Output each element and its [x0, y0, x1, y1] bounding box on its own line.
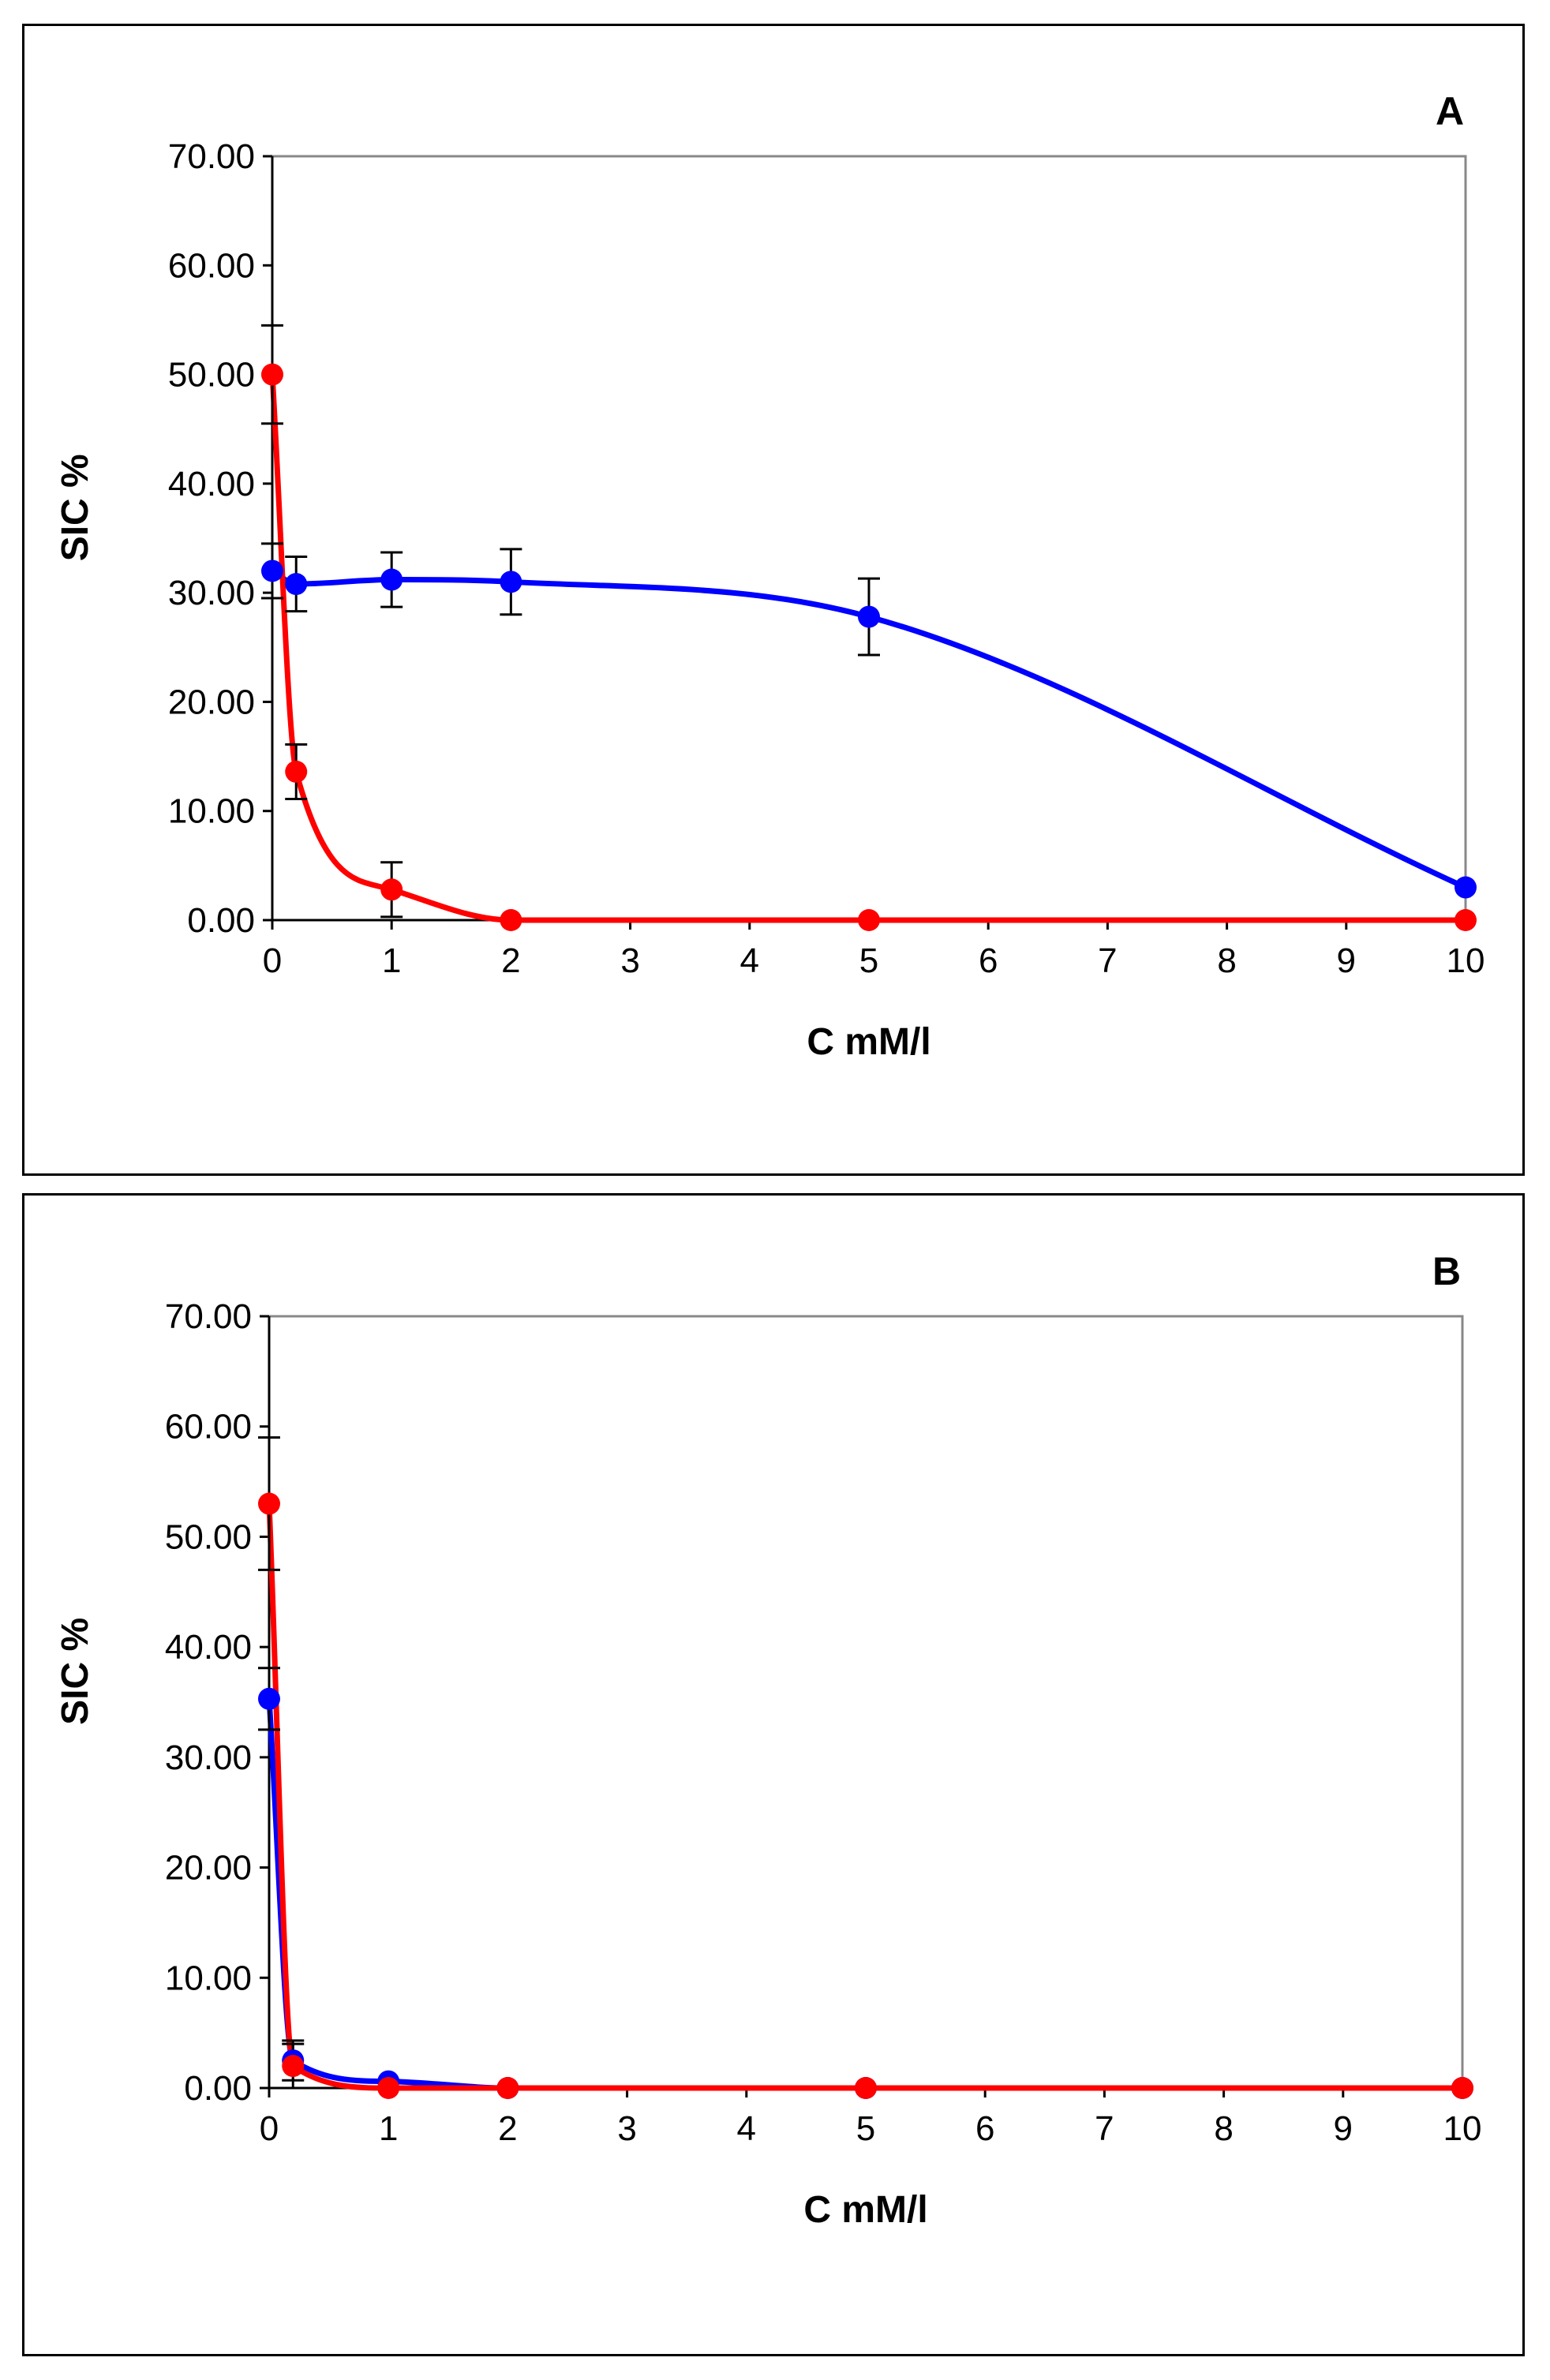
chart-a-point-red [261, 363, 283, 386]
chart-a-point-blue [858, 605, 880, 628]
chart-b-panel-label: B [1432, 1249, 1461, 1293]
chart-a-point-blue [261, 559, 283, 582]
chart-a-point-blue [285, 573, 308, 596]
chart-a-y-tick-label: 50.00 [168, 356, 255, 395]
chart-b-point-red [258, 1492, 280, 1515]
chart-a-y-axis-title: SIC % [54, 454, 96, 561]
chart-panel-b: 0.00 10.00 20.00 30.00 40.00 50.00 60.00 70.00 0… [22, 1193, 1525, 2356]
chart-a-svg: 0.00 10.00 20.00 30.00 40.00 50.00 60.00 70.00 0… [54, 89, 1485, 1063]
chart-a-point-blue [1455, 876, 1477, 899]
chart-b-y-axis-title: SIC % [54, 1618, 96, 1725]
chart-a-point-red [858, 909, 880, 931]
chart-a-y-tick-label: 20.00 [168, 683, 255, 721]
chart-a-point-red [285, 760, 308, 783]
chart-a-point-red [1455, 909, 1477, 931]
chart-a-x-tick-label: 5 [859, 941, 878, 980]
chart-a-y-tick-label: 60.00 [168, 246, 255, 285]
chart-b-y-tick-label: 0.00 [184, 2069, 252, 2108]
chart-b-y-tick-label: 30.00 [165, 1738, 252, 1777]
chart-b-x-tick-label: 2 [498, 2109, 517, 2148]
chart-b-x-tick-label: 10 [1443, 2109, 1482, 2148]
chart-b-x-tick-label: 7 [1095, 2109, 1114, 2148]
chart-b-x-tick-label: 4 [737, 2109, 756, 2148]
chart-a-point-blue [380, 568, 403, 591]
chart-b-x-axis-title: C mM/l [803, 2189, 927, 2231]
chart-a-plot-frame [271, 155, 1467, 922]
chart-b-x-tick-label: 0 [260, 2109, 279, 2148]
chart-a-point-red [500, 909, 522, 931]
chart-a-x-tick-label: 8 [1217, 941, 1236, 980]
chart-a-y-tick-label: 40.00 [168, 465, 255, 503]
chart-b-x-tick-label: 1 [379, 2109, 398, 2148]
chart-a-x-tick-label: 6 [979, 941, 998, 980]
chart-a-x-tick-label: 9 [1337, 941, 1356, 980]
chart-b-x-tick-label: 9 [1334, 2109, 1353, 2148]
chart-b-plot-frame [268, 1315, 1464, 2090]
chart-a-x-tick-label: 3 [620, 941, 639, 980]
chart-panel-a: 0.00 10.00 20.00 30.00 40.00 50.00 60.00 70.00 0… [22, 24, 1525, 1176]
chart-a-point-red [380, 878, 403, 901]
chart-b-y-tick-label: 20.00 [165, 1849, 252, 1888]
chart-b-x-tick-label: 3 [617, 2109, 636, 2148]
chart-b-series-line-red [266, 1501, 1466, 2091]
chart-b-x-tick-label: 5 [856, 2109, 875, 2148]
chart-a-panel-label: A [1436, 89, 1464, 133]
chart-a-y-tick-label: 10.00 [168, 792, 255, 831]
chart-b-y-tick-label: 70.00 [165, 1297, 252, 1336]
chart-a-x-tick-label: 0 [263, 941, 282, 980]
chart-b-series-line-blue [266, 1696, 1466, 2091]
chart-b-x-tick-label: 8 [1214, 2109, 1233, 2148]
chart-a-x-tick-label: 7 [1098, 941, 1117, 980]
chart-b-point-red [1451, 2077, 1473, 2099]
chart-b-y-tick-label: 50.00 [165, 1517, 252, 1556]
chart-b-point-red [855, 2077, 877, 2099]
chart-b-x-tick-label: 6 [975, 2109, 994, 2148]
chart-b-point-blue [258, 1687, 280, 1710]
chart-a-x-tick-label: 1 [382, 941, 401, 980]
chart-a-x-tick-label: 4 [740, 941, 759, 980]
chart-b-y-tick-label: 40.00 [165, 1628, 252, 1667]
chart-b-point-red [496, 2077, 519, 2099]
chart-a-x-tick-label: 2 [501, 941, 520, 980]
chart-b-y-tick-label: 10.00 [165, 1959, 252, 1997]
chart-a-y-tick-label: 30.00 [168, 574, 255, 612]
chart-a-point-blue [500, 571, 522, 593]
chart-a-y-tick-label: 70.00 [168, 137, 255, 176]
chart-b-point-red [377, 2077, 400, 2099]
chart-a-x-axis-title: C mM/l [807, 1021, 930, 1063]
chart-b-svg: 0.00 10.00 20.00 30.00 40.00 50.00 60.00 70.00 0… [54, 1249, 1482, 2231]
chart-a-x-tick-label: 10 [1447, 941, 1485, 980]
chart-a-series-line-blue [269, 567, 1469, 891]
chart-b-point-red [282, 2055, 305, 2078]
chart-a-y-tick-label: 0.00 [187, 901, 255, 940]
chart-b-y-tick-label: 60.00 [165, 1408, 252, 1446]
